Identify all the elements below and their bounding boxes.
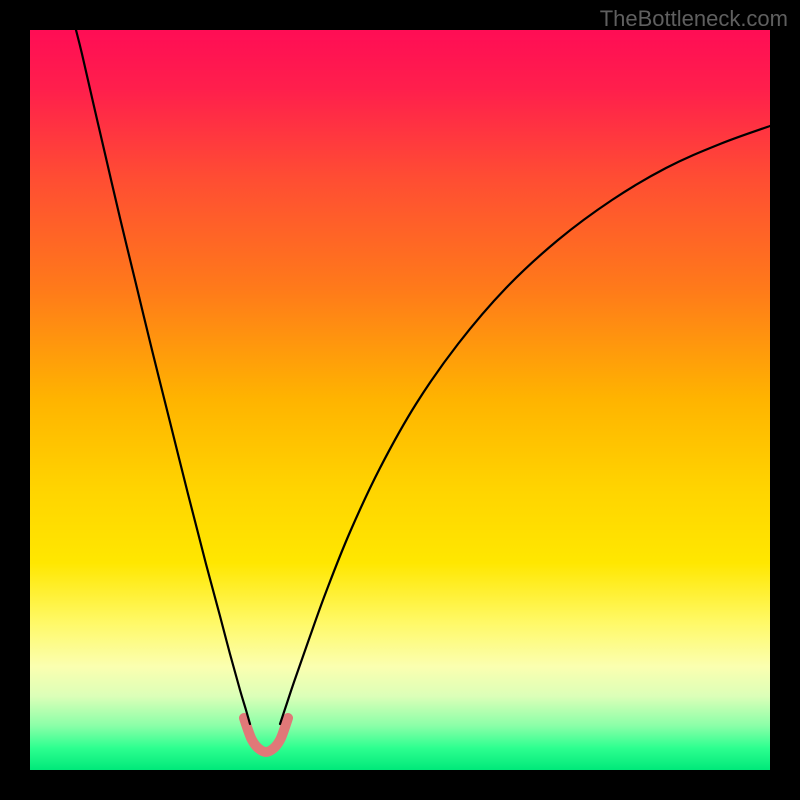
- right-branch-curve: [280, 126, 770, 724]
- watermark-text: TheBottleneck.com: [600, 6, 788, 32]
- plot-area: [30, 30, 770, 770]
- chart-container: TheBottleneck.com: [0, 0, 800, 800]
- curve-layer: [30, 30, 770, 770]
- left-branch-curve: [76, 30, 250, 724]
